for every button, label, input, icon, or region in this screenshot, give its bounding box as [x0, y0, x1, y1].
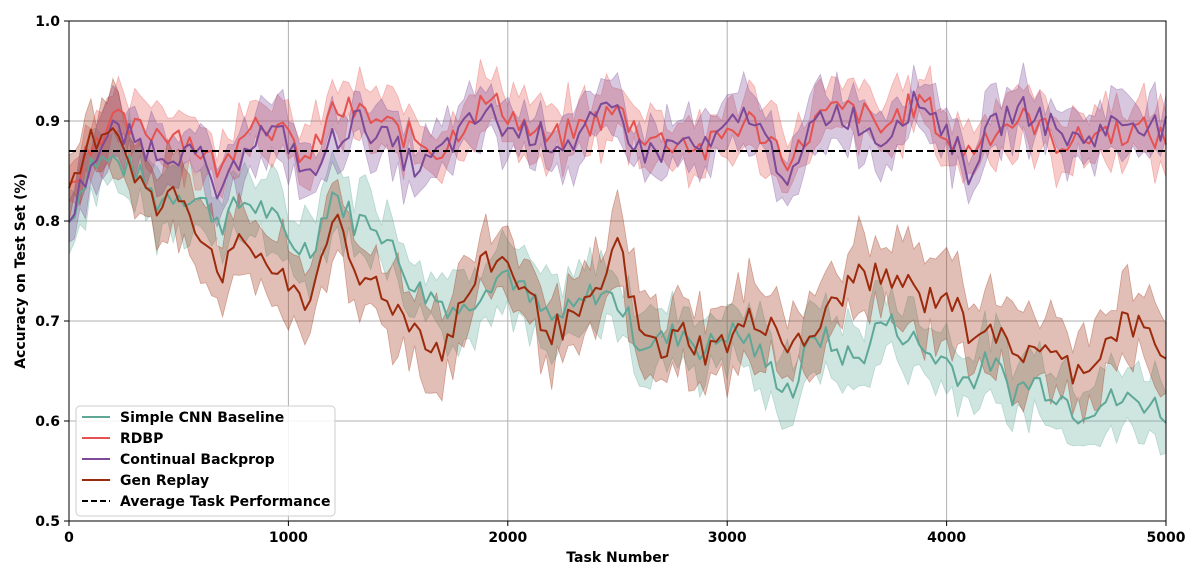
line-continual-backprop	[68, 90, 1167, 223]
legend-label: Gen Replay	[120, 473, 209, 489]
y-tick-label: 0.8	[35, 214, 60, 230]
x-tick-label: 4000	[927, 530, 966, 546]
x-tick-label: 0	[64, 530, 74, 546]
y-tick-label: 0.5	[35, 514, 60, 530]
legend-box	[75, 405, 336, 517]
line-simple-cnn-baseline	[68, 154, 1167, 425]
legend-label: Continual Backprop	[120, 452, 275, 468]
legend-label: Simple CNN Baseline	[120, 410, 284, 426]
legend-label: Average Task Performance	[120, 494, 330, 510]
confidence-bands	[68, 59, 1167, 456]
y-tick-label: 0.9	[35, 114, 60, 130]
y-axis-label: Accuracy on Test Set (%)	[13, 173, 29, 369]
series-lines	[68, 90, 1167, 425]
axis-ticks: 0 1000 2000 3000 4000 5000 0.5 0.6 0.7 0.8 0.9 1.0	[35, 14, 1186, 546]
y-tick-label: 0.6	[35, 414, 60, 430]
legend-label: RDBP	[120, 431, 163, 447]
x-axis-label: Task Number	[566, 550, 668, 566]
x-tick-label: 1000	[269, 530, 308, 546]
legend: Simple CNN Baseline RDBP Continual Backpro…	[75, 405, 336, 517]
line-gen-replay	[68, 127, 1167, 385]
y-tick-label: 0.7	[35, 314, 60, 330]
plot-frame	[68, 20, 1167, 522]
x-tick-label: 5000	[1147, 530, 1186, 546]
x-tick-label: 3000	[708, 530, 747, 546]
x-tick-label: 2000	[488, 530, 527, 546]
y-tick-label: 1.0	[35, 14, 60, 30]
